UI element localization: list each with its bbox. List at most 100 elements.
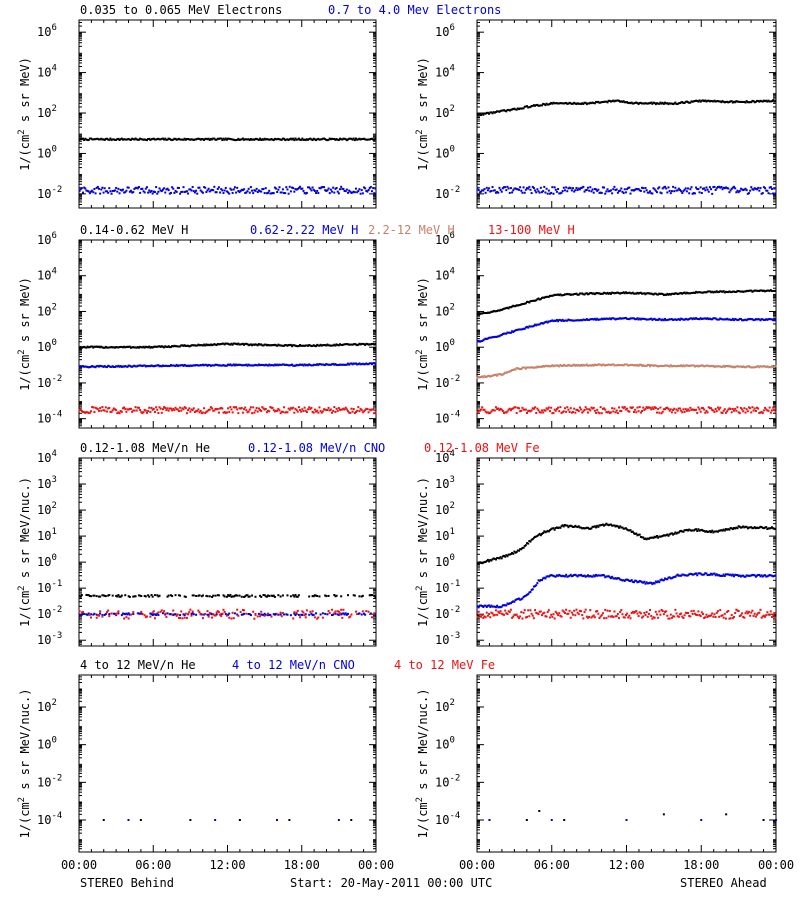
data-point bbox=[97, 138, 100, 141]
data-point bbox=[340, 185, 343, 188]
data-point bbox=[223, 189, 226, 192]
data-point bbox=[678, 292, 681, 295]
data-point bbox=[96, 346, 99, 349]
data-point bbox=[206, 138, 209, 141]
data-point bbox=[680, 190, 683, 193]
data-point bbox=[304, 364, 307, 367]
data-point bbox=[364, 187, 367, 190]
series-blue bbox=[78, 185, 377, 195]
data-point bbox=[205, 137, 208, 140]
data-point bbox=[524, 367, 527, 370]
data-point bbox=[191, 612, 194, 615]
data-point bbox=[698, 291, 701, 294]
data-point bbox=[183, 363, 186, 366]
data-point bbox=[498, 373, 501, 376]
data-point bbox=[264, 613, 267, 616]
data-point bbox=[570, 364, 573, 367]
data-point bbox=[690, 291, 693, 294]
data-point bbox=[621, 317, 624, 320]
data-point bbox=[598, 363, 601, 366]
data-point bbox=[195, 189, 198, 192]
data-point bbox=[240, 595, 243, 598]
data-point bbox=[153, 191, 156, 194]
data-point bbox=[511, 305, 514, 308]
data-point bbox=[660, 192, 663, 195]
data-point bbox=[569, 102, 572, 105]
data-point bbox=[317, 137, 320, 140]
data-point bbox=[364, 409, 367, 412]
data-point bbox=[601, 523, 604, 526]
data-point bbox=[698, 364, 701, 367]
data-point bbox=[500, 309, 503, 312]
data-point bbox=[132, 365, 135, 368]
data-point bbox=[735, 318, 738, 321]
data-point bbox=[761, 318, 764, 321]
data-point bbox=[612, 291, 615, 294]
data-point bbox=[494, 558, 497, 561]
data-point bbox=[544, 321, 547, 324]
data-point bbox=[246, 343, 249, 346]
data-point bbox=[580, 573, 583, 576]
data-point bbox=[573, 190, 576, 193]
data-point bbox=[149, 615, 152, 618]
data-point bbox=[244, 138, 247, 141]
data-point bbox=[513, 600, 516, 603]
data-point bbox=[198, 611, 201, 614]
data-point bbox=[654, 536, 657, 539]
data-point bbox=[166, 138, 169, 141]
data-point bbox=[682, 318, 685, 321]
data-point bbox=[697, 188, 700, 191]
data-point bbox=[506, 185, 509, 188]
data-point bbox=[649, 190, 652, 193]
data-point bbox=[335, 407, 338, 410]
data-point bbox=[174, 137, 177, 140]
data-point bbox=[718, 100, 721, 103]
data-point bbox=[522, 186, 525, 189]
data-point bbox=[760, 318, 763, 321]
data-point bbox=[230, 188, 233, 191]
data-point bbox=[685, 528, 688, 531]
data-point bbox=[227, 363, 230, 366]
data-point bbox=[279, 613, 282, 616]
data-point bbox=[363, 410, 366, 413]
data-point bbox=[277, 364, 280, 367]
data-point bbox=[301, 187, 304, 190]
data-point bbox=[713, 290, 716, 293]
data-point bbox=[350, 407, 353, 410]
data-point bbox=[478, 561, 481, 564]
data-point bbox=[511, 601, 514, 604]
data-point bbox=[509, 369, 512, 372]
data-point bbox=[222, 364, 225, 367]
data-point bbox=[243, 188, 246, 191]
data-point bbox=[673, 293, 676, 296]
data-point bbox=[662, 319, 665, 322]
data-point bbox=[578, 319, 581, 322]
data-point bbox=[196, 364, 199, 367]
data-point bbox=[287, 364, 290, 367]
data-point bbox=[305, 411, 308, 414]
data-point bbox=[180, 191, 183, 194]
data-point bbox=[340, 363, 343, 366]
data-point bbox=[249, 186, 252, 189]
data-point bbox=[504, 307, 507, 310]
data-point bbox=[693, 528, 696, 531]
data-point bbox=[151, 408, 154, 411]
data-point bbox=[300, 363, 303, 366]
data-point bbox=[766, 409, 769, 412]
data-point bbox=[644, 293, 647, 296]
data-point bbox=[601, 292, 604, 295]
data-point bbox=[639, 291, 642, 294]
data-point bbox=[164, 407, 167, 410]
data-point bbox=[166, 345, 169, 348]
data-point bbox=[600, 191, 603, 194]
data-point bbox=[103, 613, 106, 616]
data-point bbox=[774, 99, 777, 102]
data-point bbox=[675, 365, 678, 368]
data-point bbox=[185, 365, 188, 368]
data-point bbox=[628, 364, 631, 367]
data-point bbox=[331, 614, 334, 617]
data-point bbox=[323, 344, 326, 347]
data-point bbox=[126, 345, 129, 348]
data-point bbox=[714, 188, 717, 191]
data-point bbox=[225, 342, 228, 345]
